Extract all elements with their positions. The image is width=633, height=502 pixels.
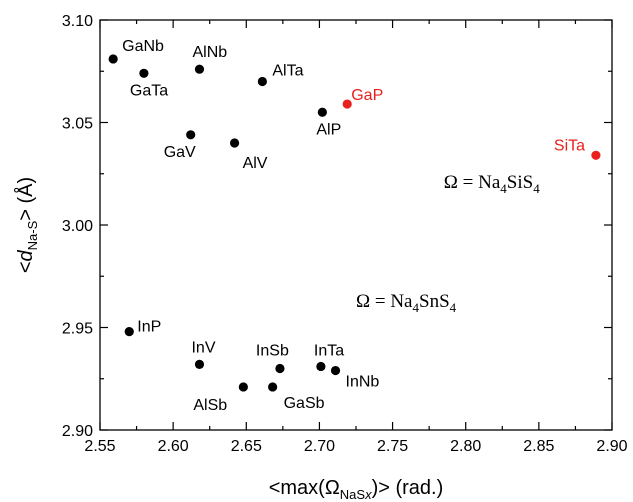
point-gata <box>139 68 149 78</box>
label-alv: AlV <box>243 155 268 172</box>
point-innb <box>330 365 341 376</box>
y-axis-title: <dNa-S> (Å) <box>14 177 40 273</box>
label-innb: InNb <box>346 374 380 391</box>
label-gata: GaTa <box>130 82 168 99</box>
point-inp <box>124 327 134 337</box>
x-tick-label: 2.80 <box>450 438 481 455</box>
annotations-layer: Ω = Na4SiS4 Ω = Na4SnS4 <box>356 172 540 315</box>
x-tick-label: 2.70 <box>304 438 335 455</box>
y-tick-label: 3.10 <box>62 13 93 30</box>
point-gav <box>186 130 196 140</box>
y-tick-label: 2.90 <box>62 423 93 440</box>
point-labels-layer: GaNb GaTa AlNb AlTa GaP AlP GaV AlV SiTa InP InV In… <box>122 38 585 414</box>
x-tick-label: 2.75 <box>377 438 408 455</box>
points-layer <box>108 54 601 392</box>
annotation-2: Ω = Na4SnS4 <box>356 291 457 315</box>
y-tick-label: 3.00 <box>62 218 93 235</box>
point-gap <box>342 99 352 109</box>
y-tick-label: 3.05 <box>62 116 93 133</box>
x-tick-label: 2.90 <box>596 438 627 455</box>
point-sita <box>591 150 601 160</box>
point-alp <box>317 107 327 117</box>
x-tick-label: 2.85 <box>523 438 554 455</box>
label-ganb: GaNb <box>122 38 164 55</box>
point-alnb <box>194 64 205 74</box>
point-inv <box>194 359 205 369</box>
point-alta <box>257 76 267 87</box>
plot-frame <box>99 19 613 431</box>
label-gav: GaV <box>164 144 196 161</box>
annotation-1: Ω = Na4SiS4 <box>444 172 540 196</box>
point-gasb <box>268 382 278 392</box>
point-insb <box>275 363 285 374</box>
label-inv: InV <box>191 339 215 356</box>
label-alp: AlP <box>316 121 341 138</box>
point-ganb <box>108 54 118 64</box>
label-gasb: GaSb <box>284 395 325 412</box>
label-insb: InSb <box>256 343 289 360</box>
label-inp: InP <box>137 319 161 336</box>
ticks-layer: 2.55 2.60 2.65 2.70 2.75 2.80 2.85 2.90 2.90 2.95… <box>62 13 628 455</box>
label-sita: SiTa <box>554 137 585 154</box>
point-alsb <box>238 382 248 392</box>
point-inta <box>316 361 326 372</box>
label-gap: GaP <box>351 87 383 104</box>
label-alnb: AlNb <box>192 44 227 61</box>
x-tick-label: 2.60 <box>158 438 189 455</box>
label-alsb: AlSb <box>193 397 227 414</box>
y-tick-label: 2.95 <box>62 321 93 338</box>
label-inta: InTa <box>314 342 344 359</box>
x-tick-label: 2.65 <box>231 438 262 455</box>
x-tick-label: 2.55 <box>84 438 115 455</box>
x-axis-title: <max(ΩNaSx)> (rad.) <box>269 477 444 502</box>
point-alv <box>229 138 240 148</box>
label-alta: AlTa <box>272 63 303 80</box>
